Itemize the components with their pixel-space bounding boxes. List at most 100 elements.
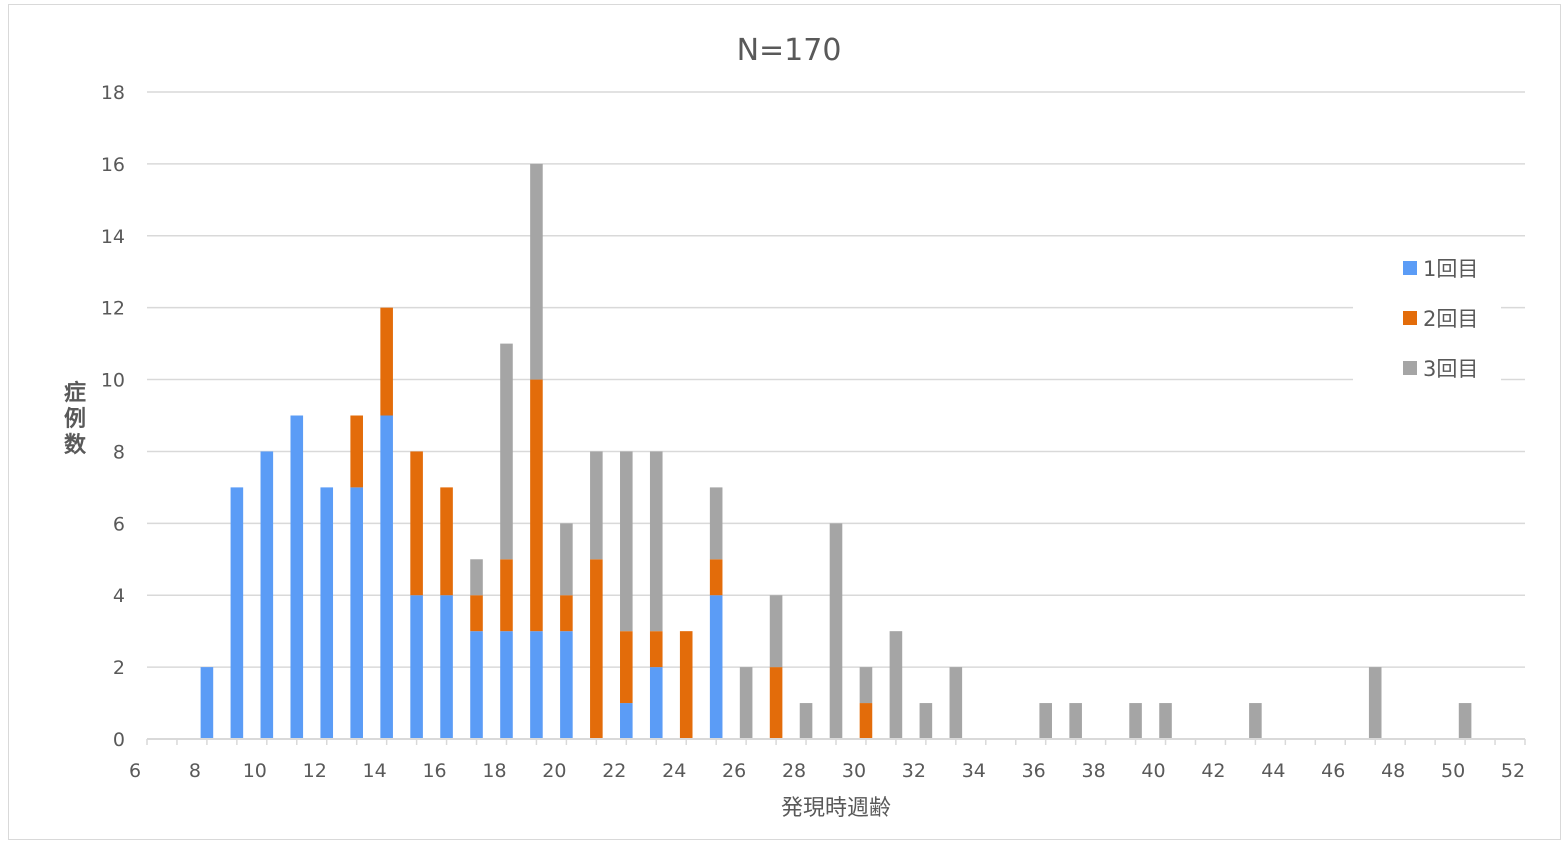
y-tick-label: 0	[113, 729, 125, 751]
x-tick-label: 38	[1082, 760, 1106, 782]
bar	[919, 703, 933, 739]
x-tick-label: 24	[662, 760, 686, 782]
bar	[380, 307, 393, 416]
bar	[949, 667, 963, 739]
x-tick-label: 12	[303, 760, 327, 782]
y-axis: 0 2 4 6 8 10 12 14 16 18	[101, 82, 125, 751]
bar	[1368, 667, 1382, 739]
bar	[739, 667, 753, 739]
bars	[200, 163, 1472, 739]
x-tick-label: 16	[422, 760, 446, 782]
bar	[620, 631, 633, 704]
bar	[769, 595, 783, 668]
y-tick-label: 14	[101, 226, 125, 248]
bar	[500, 559, 513, 632]
y-tick-label: 2	[113, 657, 125, 679]
bar	[709, 487, 723, 560]
bar	[769, 667, 783, 739]
legend-label: 3回目	[1423, 357, 1478, 381]
y-axis-label-char: 数	[64, 432, 87, 458]
bar	[799, 703, 813, 739]
y-axis-label-char: 症	[64, 380, 86, 406]
y-tick-label: 6	[113, 513, 125, 535]
gridlines	[147, 91, 1525, 668]
x-tick-label: 52	[1501, 760, 1525, 782]
y-axis-label-char: 例	[64, 407, 86, 432]
bar	[1159, 703, 1172, 739]
x-tick-label: 36	[1022, 760, 1046, 782]
legend-swatch	[1403, 361, 1417, 375]
y-tick-label: 12	[101, 298, 125, 320]
chart-title: N=170	[737, 33, 842, 68]
bar	[410, 595, 423, 739]
bar	[620, 703, 633, 739]
x-tick-label: 40	[1141, 760, 1165, 782]
x-axis-label: 発現時週齢	[781, 796, 891, 821]
bar	[500, 631, 513, 739]
x-tick-label: 10	[243, 760, 267, 782]
bar	[530, 163, 543, 380]
legend-background	[1353, 238, 1501, 396]
bar	[260, 451, 274, 739]
x-tick-label: 32	[902, 760, 926, 782]
x-tick-label: 34	[962, 760, 986, 782]
bar	[859, 667, 873, 704]
x-tick-label: 50	[1441, 760, 1465, 782]
bar	[620, 451, 633, 632]
bar	[440, 487, 453, 596]
y-tick-label: 4	[113, 585, 125, 607]
bar	[470, 559, 483, 596]
bar	[380, 415, 393, 739]
bar	[1069, 703, 1082, 739]
y-tick-label: 18	[101, 82, 125, 104]
bar	[350, 487, 363, 739]
bar	[320, 487, 334, 739]
bar	[350, 415, 363, 488]
legend-swatch	[1403, 261, 1417, 275]
x-tick-label: 14	[363, 760, 387, 782]
bar	[829, 523, 843, 739]
bar	[1458, 703, 1472, 739]
legend: 1回目 2回目 3回目	[1353, 238, 1501, 396]
x-tick-label: 30	[842, 760, 866, 782]
bar	[649, 451, 663, 632]
bar	[679, 631, 693, 739]
bar	[560, 523, 573, 596]
x-tick-label: 6	[129, 760, 141, 782]
x-tick-label: 44	[1261, 760, 1285, 782]
bar	[649, 631, 663, 668]
bar	[709, 559, 723, 596]
x-tick-labels: 6 8 10 12 14 16 18 20 22 24 26 28 30 32 34 36 38 40 42 44 46…	[129, 760, 1525, 782]
x-tick-label: 8	[189, 760, 201, 782]
bar	[500, 343, 513, 560]
bar	[440, 595, 453, 739]
bar	[530, 631, 543, 739]
legend-label: 1回目	[1423, 257, 1478, 281]
x-tick-label: 18	[482, 760, 506, 782]
bar	[859, 703, 873, 739]
y-tick-label: 10	[101, 370, 125, 392]
legend-label: 2回目	[1423, 307, 1478, 331]
bar	[410, 451, 423, 596]
bar	[230, 487, 244, 739]
bar	[1039, 703, 1052, 739]
y-axis-label: 症例数	[64, 380, 87, 458]
bar	[560, 595, 573, 632]
x-tick-label: 22	[602, 760, 626, 782]
bar	[1129, 703, 1142, 739]
bar	[560, 631, 573, 739]
bar	[200, 667, 214, 739]
x-axis	[146, 738, 1526, 745]
x-tick-label: 28	[782, 760, 806, 782]
bar	[470, 595, 483, 632]
y-tick-label: 8	[113, 441, 125, 463]
bar	[709, 595, 723, 739]
bar	[470, 631, 483, 739]
bar	[590, 451, 603, 560]
x-tick-label: 26	[722, 760, 746, 782]
bar	[1249, 703, 1262, 739]
bar	[590, 559, 603, 739]
x-tick-label: 48	[1381, 760, 1405, 782]
legend-swatch	[1403, 311, 1417, 325]
